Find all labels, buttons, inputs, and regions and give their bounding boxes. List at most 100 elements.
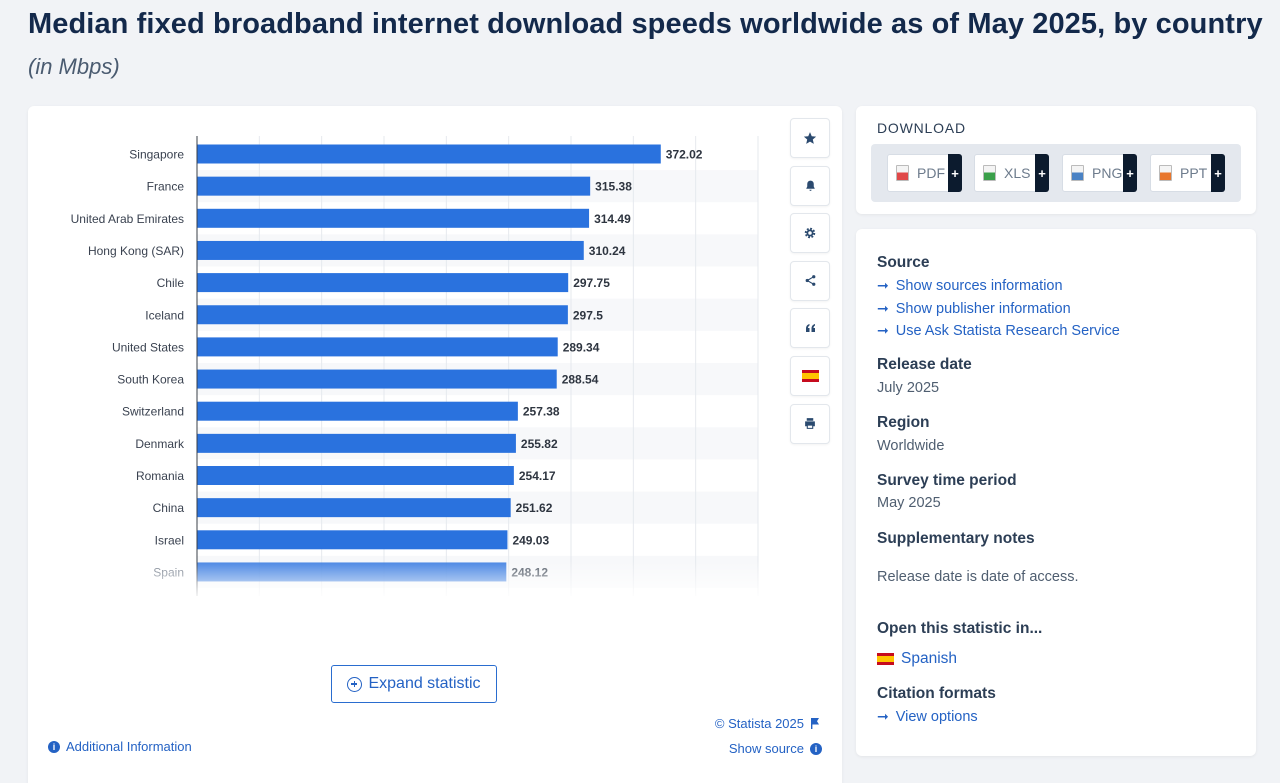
value-label: 249.03 [512, 533, 549, 547]
statista-credit-link[interactable]: © Statista 2025 [715, 716, 820, 731]
bar [197, 208, 590, 228]
download-card: DOWNLOAD PDF + XLS + PNG + PPT + [856, 106, 1256, 214]
survey-period-value: May 2025 [877, 495, 941, 511]
bar [197, 530, 508, 550]
png-file-icon [1071, 165, 1084, 181]
region-value: Worldwide [877, 438, 945, 454]
category-label: China [153, 501, 185, 515]
citation-formats-heading: Citation formats [877, 685, 996, 702]
download-xls-button[interactable]: XLS + [974, 154, 1049, 192]
category-label: Switzerland [122, 405, 184, 419]
share-icon [805, 275, 815, 287]
open-in-spanish-link[interactable]: Spanish [877, 650, 957, 668]
category-label: United Arab Emirates [71, 212, 184, 226]
info-icon: i [810, 742, 822, 755]
show-source-link[interactable]: Show source i [729, 741, 822, 756]
supplementary-notes-value: Release date is date of access. [877, 569, 1079, 585]
download-ppt-button[interactable]: PPT + [1150, 154, 1225, 192]
download-ppt-label: PPT [1180, 165, 1208, 181]
research-service-link[interactable]: ➞ Use Ask Statista Research Service [877, 322, 1120, 339]
spain-flag-icon [801, 369, 819, 382]
favorite-button[interactable] [790, 118, 830, 158]
plus-icon: + [948, 154, 962, 192]
plus-icon: + [1123, 154, 1137, 192]
bar [197, 176, 591, 196]
bar [197, 240, 584, 260]
flag-icon [811, 718, 819, 729]
value-label: 288.54 [562, 373, 599, 387]
bar [197, 498, 511, 518]
category-label: Israel [155, 533, 184, 547]
show-publisher-label: Show publisher information [895, 300, 1071, 317]
share-button[interactable] [790, 260, 830, 301]
value-label: 255.82 [521, 437, 558, 451]
category-label: Hong Kong (SAR) [88, 244, 184, 258]
category-label: South Korea [117, 373, 184, 387]
release-date-heading: Release date [877, 356, 972, 373]
value-label: 310.24 [589, 244, 626, 258]
plus-circle-icon [347, 676, 363, 692]
download-xls-label: XLS [1004, 165, 1031, 181]
show-sources-link[interactable]: ➞ Show sources information [877, 277, 1063, 294]
bar [197, 273, 569, 293]
view-options-link[interactable]: ➞ View options [877, 708, 978, 725]
download-pdf-button[interactable]: PDF + [887, 154, 962, 192]
category-label: United States [112, 340, 184, 354]
value-label: 289.34 [563, 340, 600, 354]
supplementary-notes-heading: Supplementary notes [877, 530, 1035, 547]
category-label: Singapore [129, 148, 184, 162]
value-label: 315.38 [595, 180, 632, 194]
language-button[interactable] [790, 355, 830, 396]
bar-chart: 372.02 Singapore 315.38 France 314.49 United … [28, 136, 768, 601]
source-heading: Source [877, 254, 930, 271]
pdf-file-icon [896, 165, 909, 181]
open-statistic-heading: Open this statistic in... [877, 620, 1043, 637]
survey-period-heading: Survey time period [877, 472, 1017, 489]
open-in-spanish-label: Spanish [901, 650, 958, 667]
page-title: Median fixed broadband internet download… [28, 8, 1263, 40]
bar [197, 305, 568, 325]
additional-information-label: Additional Information [66, 739, 192, 754]
value-label: 372.02 [666, 148, 703, 162]
info-icon: i [48, 740, 60, 753]
show-publisher-link[interactable]: ➞ Show publisher information [877, 300, 1071, 317]
chart-card: 372.02 Singapore 315.38 France 314.49 United … [28, 106, 842, 783]
expand-statistic-button[interactable]: Expand statistic [331, 665, 497, 703]
category-label: Iceland [145, 308, 184, 322]
expand-statistic-label: Expand statistic [368, 675, 481, 692]
category-label: France [147, 180, 185, 194]
value-label: 254.17 [519, 469, 556, 483]
ppt-file-icon [1159, 165, 1172, 181]
bar [197, 433, 516, 453]
bell-icon [805, 180, 815, 191]
value-label: 297.75 [573, 276, 610, 290]
bar [197, 369, 557, 389]
xls-file-icon [983, 165, 996, 181]
star-icon [803, 132, 817, 144]
cite-button[interactable] [790, 308, 830, 349]
release-date-value: July 2025 [877, 380, 940, 396]
bar [197, 401, 518, 421]
value-label: 297.5 [573, 308, 603, 322]
additional-information-link[interactable]: i Additional Information [48, 739, 192, 754]
print-button[interactable] [790, 403, 830, 444]
arrow-right-icon: ➞ [877, 277, 889, 293]
credit-text: © Statista 2025 [714, 716, 804, 731]
statistic-info-card: Source ➞ Show sources information ➞ Show p… [856, 229, 1256, 756]
download-png-button[interactable]: PNG + [1062, 154, 1137, 192]
show-source-label: Show source [728, 741, 804, 756]
settings-button[interactable] [790, 213, 830, 254]
research-service-label: Use Ask Statista Research Service [895, 322, 1120, 339]
plus-icon: + [1035, 154, 1049, 192]
value-label: 314.49 [594, 212, 631, 226]
value-label: 251.62 [516, 501, 553, 515]
notification-button[interactable] [790, 165, 830, 206]
region-heading: Region [877, 414, 930, 431]
download-png-label: PNG [1092, 165, 1123, 181]
category-label: Romania [136, 469, 184, 483]
show-sources-label: Show sources information [895, 277, 1063, 294]
arrow-right-icon: ➞ [877, 322, 889, 338]
category-label: Chile [157, 276, 185, 290]
view-options-label: View options [895, 708, 978, 725]
category-label: Denmark [135, 437, 185, 451]
